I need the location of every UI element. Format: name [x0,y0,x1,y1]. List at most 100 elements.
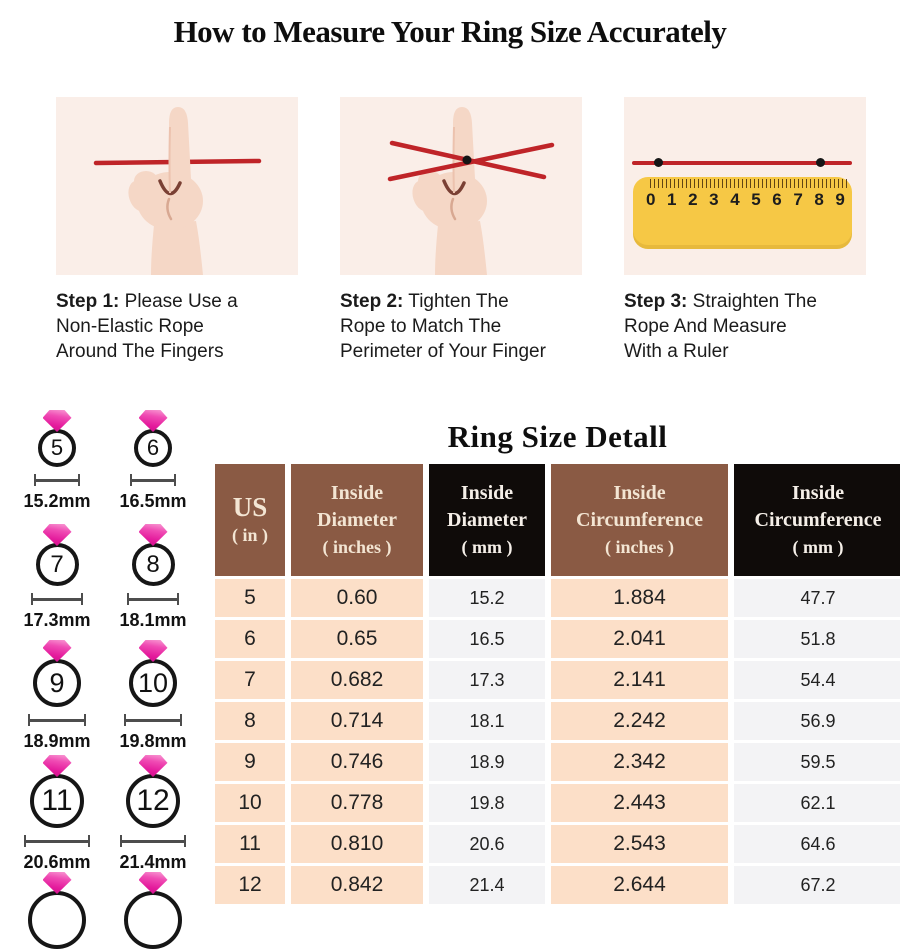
step-1: Step 1: Please Use a Non-Elastic Rope Ar… [56,97,298,364]
hand-with-tightened-rope-icon [387,105,555,275]
table-cell: 1.884 [551,579,728,617]
table-cell: 18.9 [429,743,545,781]
diamond-icon [42,410,72,432]
diameter-measure-line [130,474,176,486]
table-cell: 15.2 [429,579,545,617]
step-3-illustration: 0 1 2 3 4 5 6 7 8 9 [624,97,866,275]
table-cell: 64.6 [734,825,900,863]
table-cell: 10 [215,784,285,822]
hand-icon [122,105,205,275]
table-cell: 0.682 [291,661,423,699]
diameter-label: 18.1mm [119,610,187,630]
table-cell: 17.3 [429,661,545,699]
step-3-label: Step 3: [624,291,688,312]
ring-circle: 9 [33,659,81,707]
diameter-measure-line [127,593,179,605]
ring-size-table: US ( in ) Inside Diameter ( inches ) Ins… [215,464,900,904]
ring-size-11: 11 20.6mm [7,755,107,873]
page-title: How to Measure Your Ring Size Accurately [173,13,727,49]
step-1-label: Step 1: [56,291,120,312]
diameter-measure-line [28,714,86,726]
diamond-icon [138,410,168,432]
hand-with-rope-icon [93,105,262,275]
measure-end-dot [816,158,825,167]
table-header-inside-diameter-mm: Inside Diameter ( mm ) [429,464,545,576]
table-cell: 9 [215,743,285,781]
ring-circle: 7 [35,543,79,586]
step-1-caption: Step 1: Please Use a Non-Elastic Rope Ar… [56,291,238,362]
step-1-illustration [56,97,298,275]
diameter-label: 21.4mm [119,852,187,872]
diamond-icon [138,755,168,777]
ring-partial-left [7,872,107,949]
ruler-icon: 0 1 2 3 4 5 6 7 8 9 [633,177,852,249]
step-2-illustration [340,97,582,275]
diameter-measure-line [34,474,80,486]
table-cell: 6 [215,620,285,658]
diamond-icon [42,872,72,894]
table-cell: 0.65 [291,620,423,658]
table-header-inside-circumference-inches: Inside Circumference ( inches ) [551,464,728,576]
ring-size-9: 9 18.9mm [7,640,107,752]
table-cell: 18.1 [429,702,545,740]
table-cell: 20.6 [429,825,545,863]
diamond-icon [138,640,168,662]
table-cell: 0.842 [291,866,423,904]
table-cell: 0.746 [291,743,423,781]
diameter-measure-line [124,714,182,726]
table-cell: 7 [215,661,285,699]
table-cell: 62.1 [734,784,900,822]
step-3-caption: Step 3: Straighten The Rope And Measure … [624,291,817,362]
ring-circle: 12 [126,774,180,828]
diameter-measure-line [24,835,90,847]
table-cell: 8 [215,702,285,740]
diameter-label: 17.3mm [23,610,91,630]
ring-circle: 11 [30,774,84,828]
ruler-numbers: 0 1 2 3 4 5 6 7 8 9 [646,190,845,209]
diameter-label: 18.9mm [23,731,91,751]
table-cell: 67.2 [734,866,900,904]
diamond-icon [42,755,72,777]
table-cell: 2.543 [551,825,728,863]
ring-size-10: 10 19.8mm [103,640,203,752]
table-cell: 0.60 [291,579,423,617]
ruler-ticks [650,179,847,188]
measure-start-dot [654,158,663,167]
diameter-label: 15.2mm [23,491,91,511]
table-cell: 11 [215,825,285,863]
table-header-inside-circumference-mm: Inside Circumference ( mm ) [734,464,900,576]
table-title: Ring Size Detall [447,419,668,454]
table-cell: 2.141 [551,661,728,699]
diameter-measure-line [120,835,186,847]
table-cell: 54.4 [734,661,900,699]
table-cell: 2.342 [551,743,728,781]
ring-size-6: 6 16.5mm [103,410,203,512]
table-cell: 16.5 [429,620,545,658]
table-cell: 0.810 [291,825,423,863]
table-header-us: US ( in ) [215,464,285,576]
table-cell: 2.242 [551,702,728,740]
ring-size-7: 7 17.3mm [7,524,107,631]
ring-size-table-section: Ring Size Detall US ( in ) Inside Diamet… [215,418,900,904]
step-2: Step 2: Tighten The Rope to Match The Pe… [340,97,582,364]
table-cell: 5 [215,579,285,617]
table-cell: 59.5 [734,743,900,781]
ring-circle: 6 [134,429,172,467]
table-cell: 0.714 [291,702,423,740]
diamond-icon [42,524,72,546]
diamond-icon [138,872,168,894]
table-cell: 21.4 [429,866,545,904]
step-3: 0 1 2 3 4 5 6 7 8 9 Step 3: Straighten T… [624,97,866,364]
table-cell: 19.8 [429,784,545,822]
ring-size-8: 8 18.1mm [103,524,203,631]
table-cell: 2.644 [551,866,728,904]
diameter-label: 19.8mm [119,731,187,751]
table-cell: 2.041 [551,620,728,658]
rope-knot-dot [462,155,472,165]
hand-icon [406,105,489,275]
table-cell: 47.7 [734,579,900,617]
ring-partial-right [103,872,203,949]
diamond-icon [42,640,72,662]
table-cell: 51.8 [734,620,900,658]
straightened-rope-line [632,158,852,167]
